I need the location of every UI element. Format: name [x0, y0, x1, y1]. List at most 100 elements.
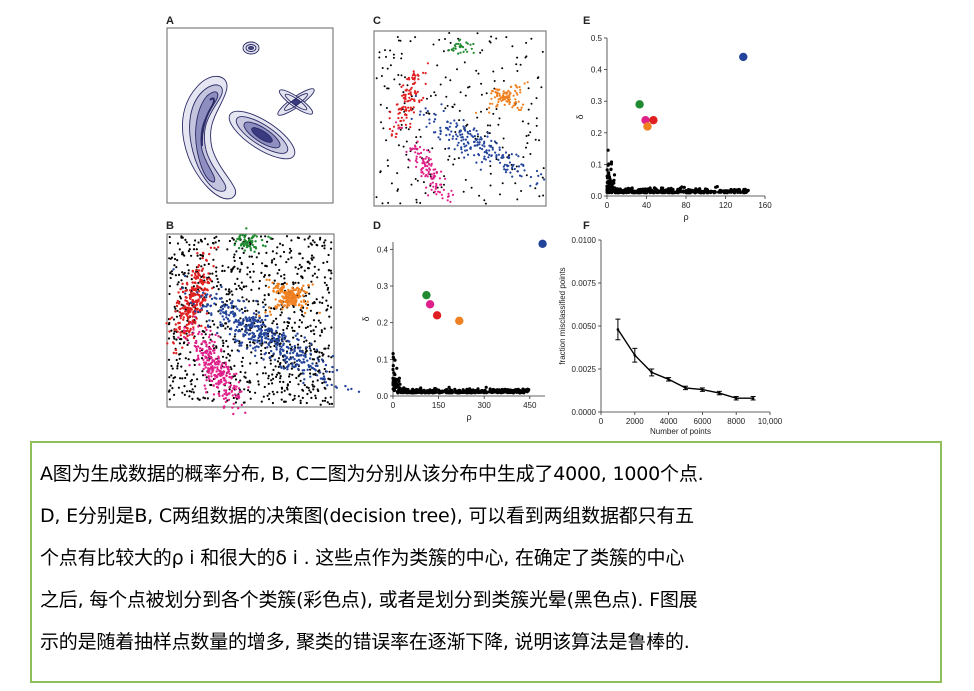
cluster-point-blue: [243, 325, 246, 328]
cluster-point-pink: [435, 182, 438, 185]
halo-point: [185, 390, 189, 393]
cluster-point-red: [409, 106, 412, 109]
cluster-point-blue: [189, 301, 193, 304]
cluster-point-orange: [276, 282, 279, 285]
halo-point: [499, 193, 501, 196]
halo-point: [470, 186, 473, 189]
cluster-point-green: [452, 47, 455, 50]
cluster-point-blue: [279, 351, 282, 354]
cluster-point-blue: [320, 358, 324, 361]
halo-point: [286, 384, 289, 387]
cluster-point-red: [208, 277, 212, 281]
cluster-point-pink: [225, 374, 228, 377]
x-tick-label: 40: [642, 201, 651, 210]
cluster-point-pink: [422, 160, 425, 163]
cluster-point-blue: [460, 151, 463, 154]
cluster-point-red: [194, 287, 198, 290]
cluster-point-blue: [300, 354, 303, 357]
halo-point: [397, 379, 401, 383]
cluster-point-pink: [431, 181, 434, 184]
cluster-point-blue: [276, 338, 279, 342]
halo-point: [228, 359, 231, 362]
cluster-point-orange: [514, 89, 517, 92]
halo-point: [233, 335, 236, 338]
data-point: [650, 371, 653, 374]
cluster-point-blue: [234, 305, 237, 308]
cluster-point-pink: [221, 362, 224, 365]
halo-point: [224, 288, 227, 291]
cluster-point-blue: [311, 367, 315, 370]
halo-point: [326, 304, 330, 307]
cluster-point-blue: [483, 142, 486, 145]
cluster-point-blue: [476, 133, 479, 136]
figure-panels: A B C: [165, 15, 783, 436]
cluster-point-blue: [276, 326, 279, 329]
halo-point: [463, 61, 466, 64]
halo-point: [241, 247, 244, 250]
cluster-point-blue: [276, 344, 279, 347]
halo-point: [279, 314, 282, 317]
cluster-point-blue: [507, 155, 510, 158]
halo-point: [226, 248, 229, 251]
halo-point: [237, 284, 240, 287]
cluster-point-green: [447, 49, 450, 52]
halo-point: [378, 51, 381, 54]
x-tick-label: 4000: [660, 417, 678, 426]
cluster-point-blue: [221, 315, 224, 318]
halo-point: [217, 281, 220, 284]
cluster-center-pink: [425, 300, 435, 309]
cluster-point-blue: [315, 348, 318, 351]
cluster-point-pink: [428, 168, 432, 171]
cluster-point-green: [453, 44, 456, 47]
halo-point: [310, 243, 313, 246]
halo-point: [171, 367, 174, 370]
cluster-point-green: [459, 51, 462, 54]
cluster-point-pink: [422, 161, 425, 164]
cluster-point-pink: [237, 397, 240, 400]
cluster-point-red: [175, 304, 179, 308]
halo-point: [387, 201, 390, 204]
cluster-point-red: [187, 323, 190, 326]
cluster-point-pink: [244, 411, 247, 414]
cluster-point-blue: [268, 330, 271, 333]
cluster-point-green: [472, 42, 475, 46]
halo-point: [541, 176, 544, 179]
cluster-point-pink: [430, 162, 433, 165]
halo-point: [263, 385, 266, 389]
cluster-point-blue: [266, 314, 269, 318]
halo-point: [440, 186, 443, 189]
cluster-point-red: [413, 76, 416, 79]
halo-point: [722, 189, 726, 193]
cluster-point-blue: [543, 178, 546, 181]
halo-point: [265, 251, 268, 254]
halo-point: [261, 301, 264, 304]
halo-point: [240, 360, 243, 363]
cluster-point-blue: [181, 287, 184, 290]
cluster-point-blue: [206, 309, 209, 313]
cluster-point-red: [200, 269, 203, 272]
cluster-point-pink: [225, 381, 228, 384]
halo-point: [389, 49, 392, 52]
halo-point: [278, 268, 281, 272]
cluster-point-red: [172, 351, 175, 355]
cluster-point-blue: [309, 352, 312, 355]
cluster-point-red: [195, 303, 199, 307]
halo-point: [288, 375, 291, 378]
cluster-point-blue: [244, 306, 247, 309]
halo-point: [542, 194, 545, 197]
halo-point: [436, 64, 439, 67]
halo-point: [638, 190, 642, 194]
cluster-point-blue: [325, 370, 328, 373]
cluster-point-red: [177, 291, 180, 294]
halo-point: [255, 361, 258, 364]
cluster-point-pink: [397, 127, 400, 130]
cluster-point-red: [403, 100, 406, 103]
halo-point: [203, 263, 206, 266]
cluster-point-green: [236, 237, 239, 241]
cluster-point-blue: [237, 330, 240, 333]
cluster-point-red: [402, 119, 405, 122]
halo-point: [243, 388, 246, 391]
halo-point: [176, 259, 179, 262]
cluster-point-pink: [224, 400, 228, 404]
cluster-point-orange: [318, 311, 321, 314]
